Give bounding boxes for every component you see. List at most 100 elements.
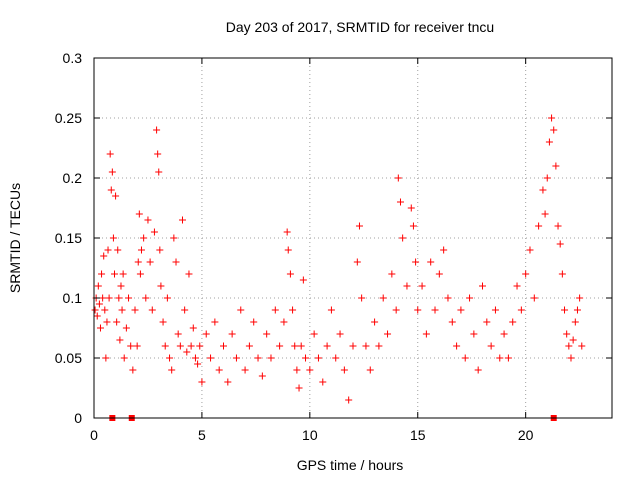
data-point bbox=[154, 150, 162, 158]
data-point bbox=[271, 306, 279, 314]
data-point bbox=[99, 294, 107, 302]
data-point bbox=[140, 234, 148, 242]
data-point bbox=[114, 246, 122, 254]
data-point bbox=[119, 270, 127, 278]
data-point bbox=[131, 306, 139, 314]
data-point bbox=[102, 354, 110, 362]
data-point bbox=[340, 366, 348, 374]
data-point bbox=[530, 294, 538, 302]
data-point bbox=[241, 366, 249, 374]
y-tick-label: 0.25 bbox=[55, 110, 82, 126]
data-point bbox=[314, 354, 322, 362]
data-point bbox=[556, 240, 564, 248]
y-tick-label: 0.2 bbox=[63, 170, 83, 186]
data-point bbox=[113, 318, 121, 326]
data-point bbox=[545, 138, 553, 146]
data-point bbox=[418, 282, 426, 290]
data-point bbox=[185, 270, 193, 278]
data-point bbox=[509, 318, 517, 326]
data-point bbox=[306, 366, 314, 374]
data-point bbox=[353, 258, 361, 266]
x-tick-label: 5 bbox=[198, 427, 206, 443]
data-point bbox=[228, 330, 236, 338]
data-point bbox=[280, 318, 288, 326]
data-point bbox=[541, 210, 549, 218]
data-point bbox=[474, 366, 482, 374]
data-point bbox=[181, 306, 189, 314]
data-point bbox=[392, 306, 400, 314]
data-point bbox=[148, 306, 156, 314]
data-point bbox=[109, 234, 117, 242]
data-point bbox=[550, 126, 558, 134]
data-point bbox=[466, 294, 474, 302]
data-point bbox=[159, 318, 167, 326]
data-point bbox=[461, 354, 469, 362]
data-point bbox=[491, 306, 499, 314]
data-point bbox=[388, 270, 396, 278]
data-point bbox=[453, 342, 461, 350]
data-point bbox=[409, 222, 417, 230]
axis-ticks: 0 5 10 15 20 0 0.05 0.1 0.15 0.2 0.25 0.3 bbox=[55, 50, 612, 443]
data-point bbox=[504, 354, 512, 362]
data-point bbox=[470, 330, 478, 338]
data-point bbox=[444, 294, 452, 302]
data-point bbox=[496, 354, 504, 362]
data-point bbox=[93, 312, 101, 320]
data-point bbox=[302, 354, 310, 362]
data-point bbox=[431, 306, 439, 314]
data-point bbox=[295, 384, 303, 392]
y-tick-label: 0.1 bbox=[63, 290, 83, 306]
data-point bbox=[427, 258, 435, 266]
data-point bbox=[125, 294, 133, 302]
data-point bbox=[183, 348, 191, 356]
data-point bbox=[146, 258, 154, 266]
data-point bbox=[135, 210, 143, 218]
y-axis-label: SRMTID / TECUs bbox=[7, 183, 23, 293]
y-tick-label: 0 bbox=[74, 410, 82, 426]
data-point bbox=[323, 342, 331, 350]
data-point bbox=[435, 270, 443, 278]
data-point bbox=[349, 342, 357, 350]
x-tick-label: 20 bbox=[518, 427, 534, 443]
data-point bbox=[563, 330, 571, 338]
data-point bbox=[142, 294, 150, 302]
data-point bbox=[211, 318, 219, 326]
data-point bbox=[414, 306, 422, 314]
data-point bbox=[172, 258, 180, 266]
data-point bbox=[517, 306, 525, 314]
y-tick-label: 0.05 bbox=[55, 350, 82, 366]
data-point bbox=[500, 330, 508, 338]
data-point bbox=[396, 198, 404, 206]
data-point bbox=[144, 216, 152, 224]
grid-lines bbox=[94, 58, 612, 418]
data-point bbox=[576, 294, 584, 302]
data-point bbox=[379, 294, 387, 302]
data-point bbox=[422, 330, 430, 338]
data-point bbox=[291, 342, 299, 350]
data-point bbox=[276, 342, 284, 350]
data-point bbox=[198, 378, 206, 386]
data-point bbox=[174, 330, 182, 338]
data-point bbox=[358, 294, 366, 302]
data-point bbox=[105, 294, 113, 302]
data-point bbox=[232, 354, 240, 362]
data-point bbox=[319, 378, 327, 386]
data-point bbox=[168, 366, 176, 374]
data-point bbox=[565, 342, 573, 350]
data-point bbox=[196, 342, 204, 350]
data-point bbox=[297, 342, 305, 350]
data-point bbox=[567, 354, 575, 362]
data-point bbox=[194, 360, 202, 368]
data-point bbox=[267, 354, 275, 362]
data-point bbox=[161, 342, 169, 350]
data-point bbox=[155, 168, 163, 176]
data-point bbox=[112, 192, 120, 200]
data-point bbox=[103, 318, 111, 326]
data-point bbox=[178, 216, 186, 224]
data-point bbox=[108, 168, 116, 176]
data-point bbox=[101, 306, 109, 314]
x-tick-label: 15 bbox=[410, 427, 426, 443]
x-tick-label: 10 bbox=[302, 427, 318, 443]
data-point bbox=[258, 372, 266, 380]
data-point bbox=[327, 306, 335, 314]
